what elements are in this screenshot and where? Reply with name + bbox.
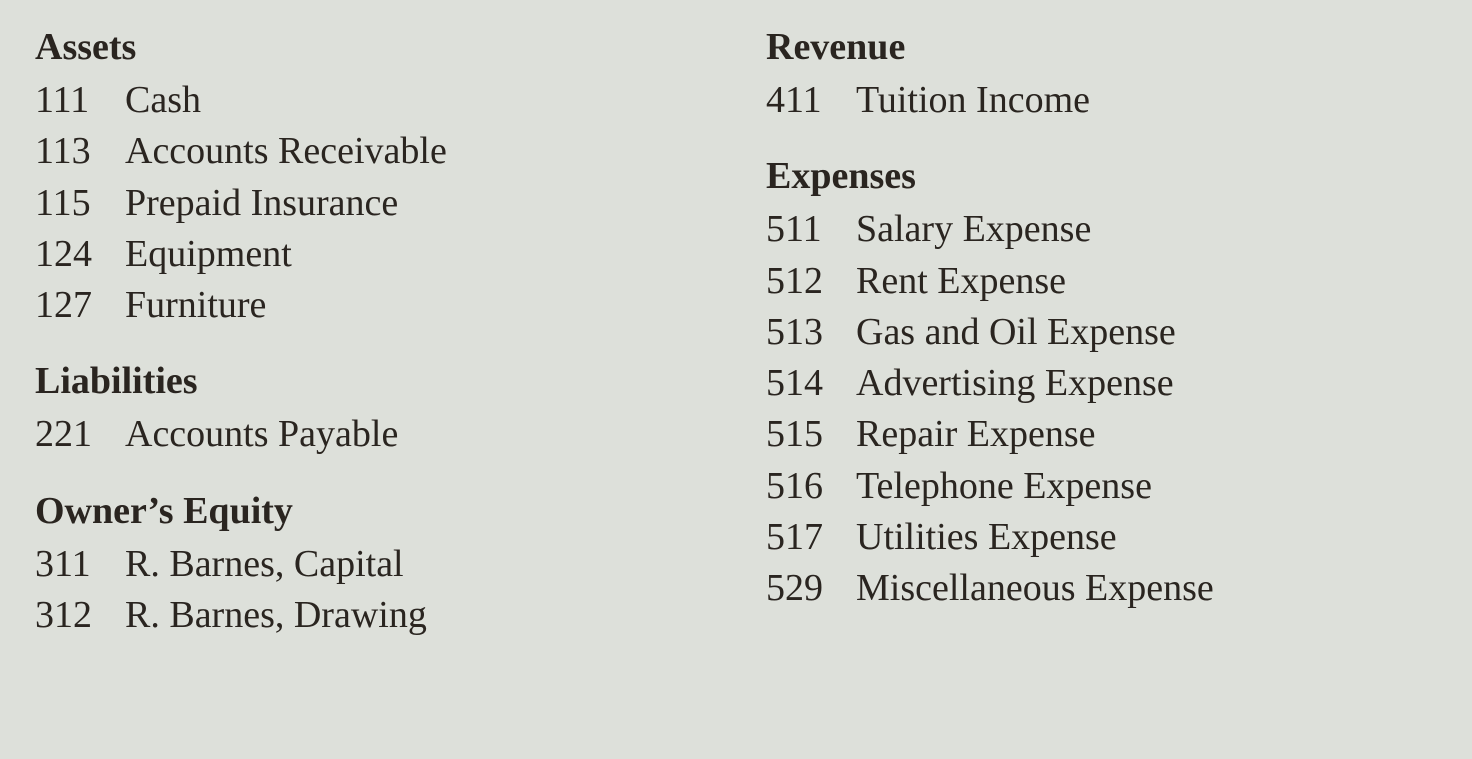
account-row: 411Tuition Income	[766, 75, 1437, 126]
section-heading: Revenue	[766, 25, 1437, 69]
account-number: 512	[766, 256, 856, 307]
account-name: Miscellaneous Expense	[856, 563, 1437, 614]
account-number: 124	[35, 229, 125, 280]
account-name: Tuition Income	[856, 75, 1437, 126]
account-number: 516	[766, 461, 856, 512]
account-row: 111Cash	[35, 75, 706, 126]
account-row: 115Prepaid Insurance	[35, 178, 706, 229]
section-assets: Assets 111Cash113Accounts Receivable115Pr…	[35, 25, 706, 331]
account-name: Repair Expense	[856, 409, 1437, 460]
account-name: Gas and Oil Expense	[856, 307, 1437, 358]
account-name: Salary Expense	[856, 204, 1437, 255]
account-name: Cash	[125, 75, 706, 126]
account-name: Accounts Receivable	[125, 126, 706, 177]
chart-of-accounts: Assets 111Cash113Accounts Receivable115Pr…	[35, 25, 1437, 669]
account-number: 513	[766, 307, 856, 358]
account-row: 517Utilities Expense	[766, 512, 1437, 563]
section-heading: Expenses	[766, 154, 1437, 198]
section-heading: Assets	[35, 25, 706, 69]
account-name: Advertising Expense	[856, 358, 1437, 409]
account-row: 512Rent Expense	[766, 256, 1437, 307]
account-row: 516Telephone Expense	[766, 461, 1437, 512]
account-name: R. Barnes, Capital	[125, 539, 706, 590]
account-number: 111	[35, 75, 125, 126]
account-row: 124Equipment	[35, 229, 706, 280]
account-number: 115	[35, 178, 125, 229]
account-name: Furniture	[125, 280, 706, 331]
account-name: Telephone Expense	[856, 461, 1437, 512]
column-1: Revenue 411Tuition Income Expenses 511Salar…	[766, 25, 1437, 669]
account-number: 221	[35, 409, 125, 460]
section-expenses: Expenses 511Salary Expense512Rent Expense…	[766, 154, 1437, 614]
account-number: 127	[35, 280, 125, 331]
account-row: 515Repair Expense	[766, 409, 1437, 460]
account-row: 311R. Barnes, Capital	[35, 539, 706, 590]
account-number: 312	[35, 590, 125, 641]
column-0: Assets 111Cash113Accounts Receivable115Pr…	[35, 25, 706, 669]
account-row: 511Salary Expense	[766, 204, 1437, 255]
account-number: 515	[766, 409, 856, 460]
section-liabilities: Liabilities 221Accounts Payable	[35, 359, 706, 460]
section-revenue: Revenue 411Tuition Income	[766, 25, 1437, 126]
account-number: 529	[766, 563, 856, 614]
account-name: Accounts Payable	[125, 409, 706, 460]
account-row: 127Furniture	[35, 280, 706, 331]
account-name: Equipment	[125, 229, 706, 280]
account-name: Utilities Expense	[856, 512, 1437, 563]
account-row: 513Gas and Oil Expense	[766, 307, 1437, 358]
section-heading: Liabilities	[35, 359, 706, 403]
account-row: 529Miscellaneous Expense	[766, 563, 1437, 614]
account-row: 312R. Barnes, Drawing	[35, 590, 706, 641]
account-name: R. Barnes, Drawing	[125, 590, 706, 641]
account-row: 113Accounts Receivable	[35, 126, 706, 177]
account-number: 511	[766, 204, 856, 255]
account-number: 411	[766, 75, 856, 126]
account-row: 514Advertising Expense	[766, 358, 1437, 409]
section-heading: Owner’s Equity	[35, 489, 706, 533]
section-owner-s-equity: Owner’s Equity 311R. Barnes, Capital312R.…	[35, 489, 706, 642]
account-number: 113	[35, 126, 125, 177]
account-name: Rent Expense	[856, 256, 1437, 307]
account-number: 311	[35, 539, 125, 590]
account-number: 517	[766, 512, 856, 563]
account-number: 514	[766, 358, 856, 409]
account-row: 221Accounts Payable	[35, 409, 706, 460]
account-name: Prepaid Insurance	[125, 178, 706, 229]
